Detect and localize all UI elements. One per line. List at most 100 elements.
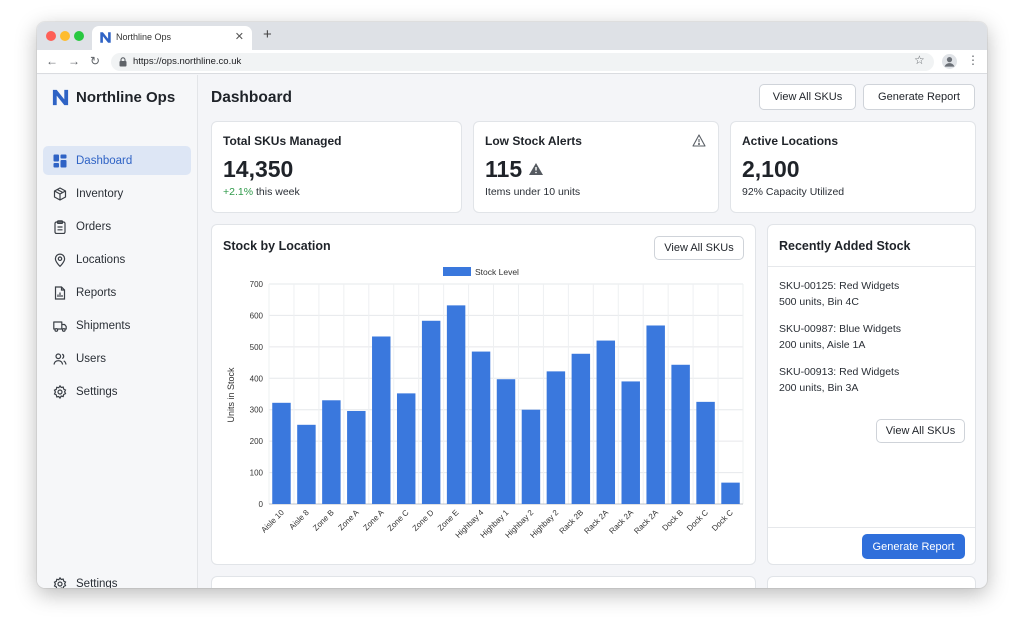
legend-swatch (443, 267, 471, 276)
reload-icon[interactable]: ↻ (90, 54, 101, 68)
sidebar-item-label: Inventory (76, 187, 124, 200)
map-pin-icon (53, 253, 67, 267)
chart-bars (272, 305, 740, 504)
x-tick-label: Rack 2A (632, 508, 660, 536)
recent-stock-item[interactable]: SKU-00987: Blue Widgets 200 units, Aisle… (779, 321, 901, 353)
browser-menu-icon[interactable]: ⋮ (967, 53, 979, 67)
y-axis-label: Units in Stock (226, 367, 236, 423)
view-all-skus-button[interactable]: View All SKUs (654, 236, 744, 260)
bar[interactable] (521, 409, 541, 504)
sidebar-item-dashboard[interactable]: Dashboard (43, 146, 191, 175)
bar[interactable] (496, 379, 516, 504)
forward-icon[interactable]: → (68, 54, 80, 68)
recent-stock-item[interactable]: SKU-00913: Red Widgets 200 units, Bin 3A (779, 364, 899, 396)
sidebar-item-locations[interactable]: Locations (43, 245, 191, 274)
bar[interactable] (396, 393, 416, 504)
stat-value: 2,100 (742, 156, 800, 182)
bar[interactable] (297, 424, 316, 504)
browser-window: Northline Ops ✕ + ← → ↻ https://ops.nort… (37, 22, 987, 588)
y-tick-label: 0 (259, 500, 264, 509)
bar[interactable] (421, 320, 441, 504)
maximize-window-button[interactable] (74, 31, 84, 41)
close-window-button[interactable] (46, 31, 56, 41)
minimize-window-button[interactable] (60, 31, 70, 41)
stat-value: 115 (485, 156, 523, 182)
y-tick-label: 300 (250, 406, 264, 415)
card-title: Stock by Location (223, 239, 331, 253)
y-axis-ticks: 0 100 200 300 400 500 600 700 (250, 280, 264, 509)
bar[interactable] (347, 410, 366, 504)
sidebar-item-inventory[interactable]: Inventory (43, 179, 191, 208)
bar[interactable] (372, 336, 391, 504)
view-all-skus-button[interactable]: View All SKUs (876, 419, 965, 443)
view-all-skus-button[interactable]: View All SKUs (759, 84, 856, 110)
tab-title: Northline Ops (116, 32, 172, 42)
x-tick-label: Zone A (361, 508, 386, 533)
address-bar[interactable]: https://ops.northline.co.uk (111, 53, 934, 71)
bar[interactable] (471, 351, 491, 504)
sidebar-item-users[interactable]: Users (43, 344, 191, 373)
stat-change-period: this week (253, 186, 300, 198)
sidebar-item-settings-bottom[interactable]: Settings (43, 569, 191, 588)
gear-icon (53, 576, 67, 588)
back-icon[interactable]: ← (46, 54, 58, 68)
new-tab-icon[interactable]: + (263, 26, 272, 43)
sidebar-item-shipments[interactable]: Shipments (43, 311, 191, 340)
bar[interactable] (272, 402, 291, 504)
x-tick-label: Rack 2A (607, 508, 635, 536)
northline-logo-icon (100, 32, 111, 43)
stat-change: +2.1% this week (223, 186, 300, 198)
bar[interactable] (621, 381, 640, 504)
x-tick-label: Rack 2A (582, 508, 610, 536)
stat-card-low-stock: Low Stock Alerts 115 Items under 10 unit… (473, 121, 719, 213)
stat-value: 14,350 (223, 156, 294, 182)
browser-toolbar: ← → ↻ https://ops.northline.co.uk ☆ ⋮ (37, 50, 987, 74)
sidebar-item-orders[interactable]: Orders (43, 212, 191, 241)
recently-added-card: Recently Added Stock SKU-00125: Red Widg… (767, 224, 976, 565)
sidebar-item-label: Reports (76, 286, 117, 299)
bar[interactable] (696, 401, 715, 504)
lower-card (211, 576, 756, 588)
x-tick-label: Zone B (311, 508, 336, 533)
sidebar-item-reports[interactable]: Reports (43, 278, 191, 307)
bookmark-star-icon[interactable]: ☆ (914, 53, 925, 67)
y-tick-label: 500 (250, 343, 264, 352)
bar[interactable] (322, 400, 341, 504)
y-tick-label: 100 (250, 469, 264, 478)
sidebar-item-label: Settings (76, 577, 118, 589)
main-content: Dashboard View All SKUs Generate Report … (198, 75, 987, 588)
recent-item-detail: 200 units, Bin 3A (779, 382, 859, 394)
stat-label: Active Locations (742, 134, 839, 148)
stat-change-percent: +2.1% (223, 186, 254, 198)
x-tick-label: Aisle 8 (287, 508, 311, 532)
y-tick-label: 400 (250, 374, 264, 383)
stat-label: Low Stock Alerts (485, 134, 582, 148)
bar[interactable] (571, 353, 591, 504)
brand-name: Northline Ops (76, 89, 176, 106)
recent-footer: Generate Report (768, 527, 975, 565)
x-tick-label: Zone C (386, 508, 411, 533)
stat-sub: 92% Capacity Utilized (742, 186, 845, 198)
profile-avatar-icon[interactable] (942, 54, 957, 69)
bar[interactable] (446, 305, 466, 504)
browser-tab[interactable]: Northline Ops ✕ (92, 26, 252, 50)
bar[interactable] (546, 371, 566, 504)
sidebar-item-label: Settings (76, 385, 118, 398)
recent-item-sku: SKU-00125: Red Widgets (779, 280, 900, 292)
report-icon (53, 285, 67, 300)
bar[interactable] (721, 482, 740, 504)
close-tab-icon[interactable]: ✕ (234, 31, 244, 43)
sidebar-item-label: Locations (76, 253, 126, 266)
recent-stock-item[interactable]: SKU-00125: Red Widgets 500 units, Bin 4C (779, 278, 899, 310)
users-icon (53, 352, 67, 366)
brand[interactable]: Northline Ops (51, 88, 175, 107)
bar[interactable] (596, 340, 616, 504)
generate-report-button[interactable]: Generate Report (863, 84, 975, 110)
bar[interactable] (646, 325, 665, 504)
generate-report-button[interactable]: Generate Report (862, 534, 965, 559)
bar[interactable] (671, 364, 690, 504)
truck-icon (53, 319, 67, 333)
sidebar-item-settings[interactable]: Settings (43, 377, 191, 406)
recent-item-sku: SKU-00913: Red Widgets (779, 366, 900, 378)
